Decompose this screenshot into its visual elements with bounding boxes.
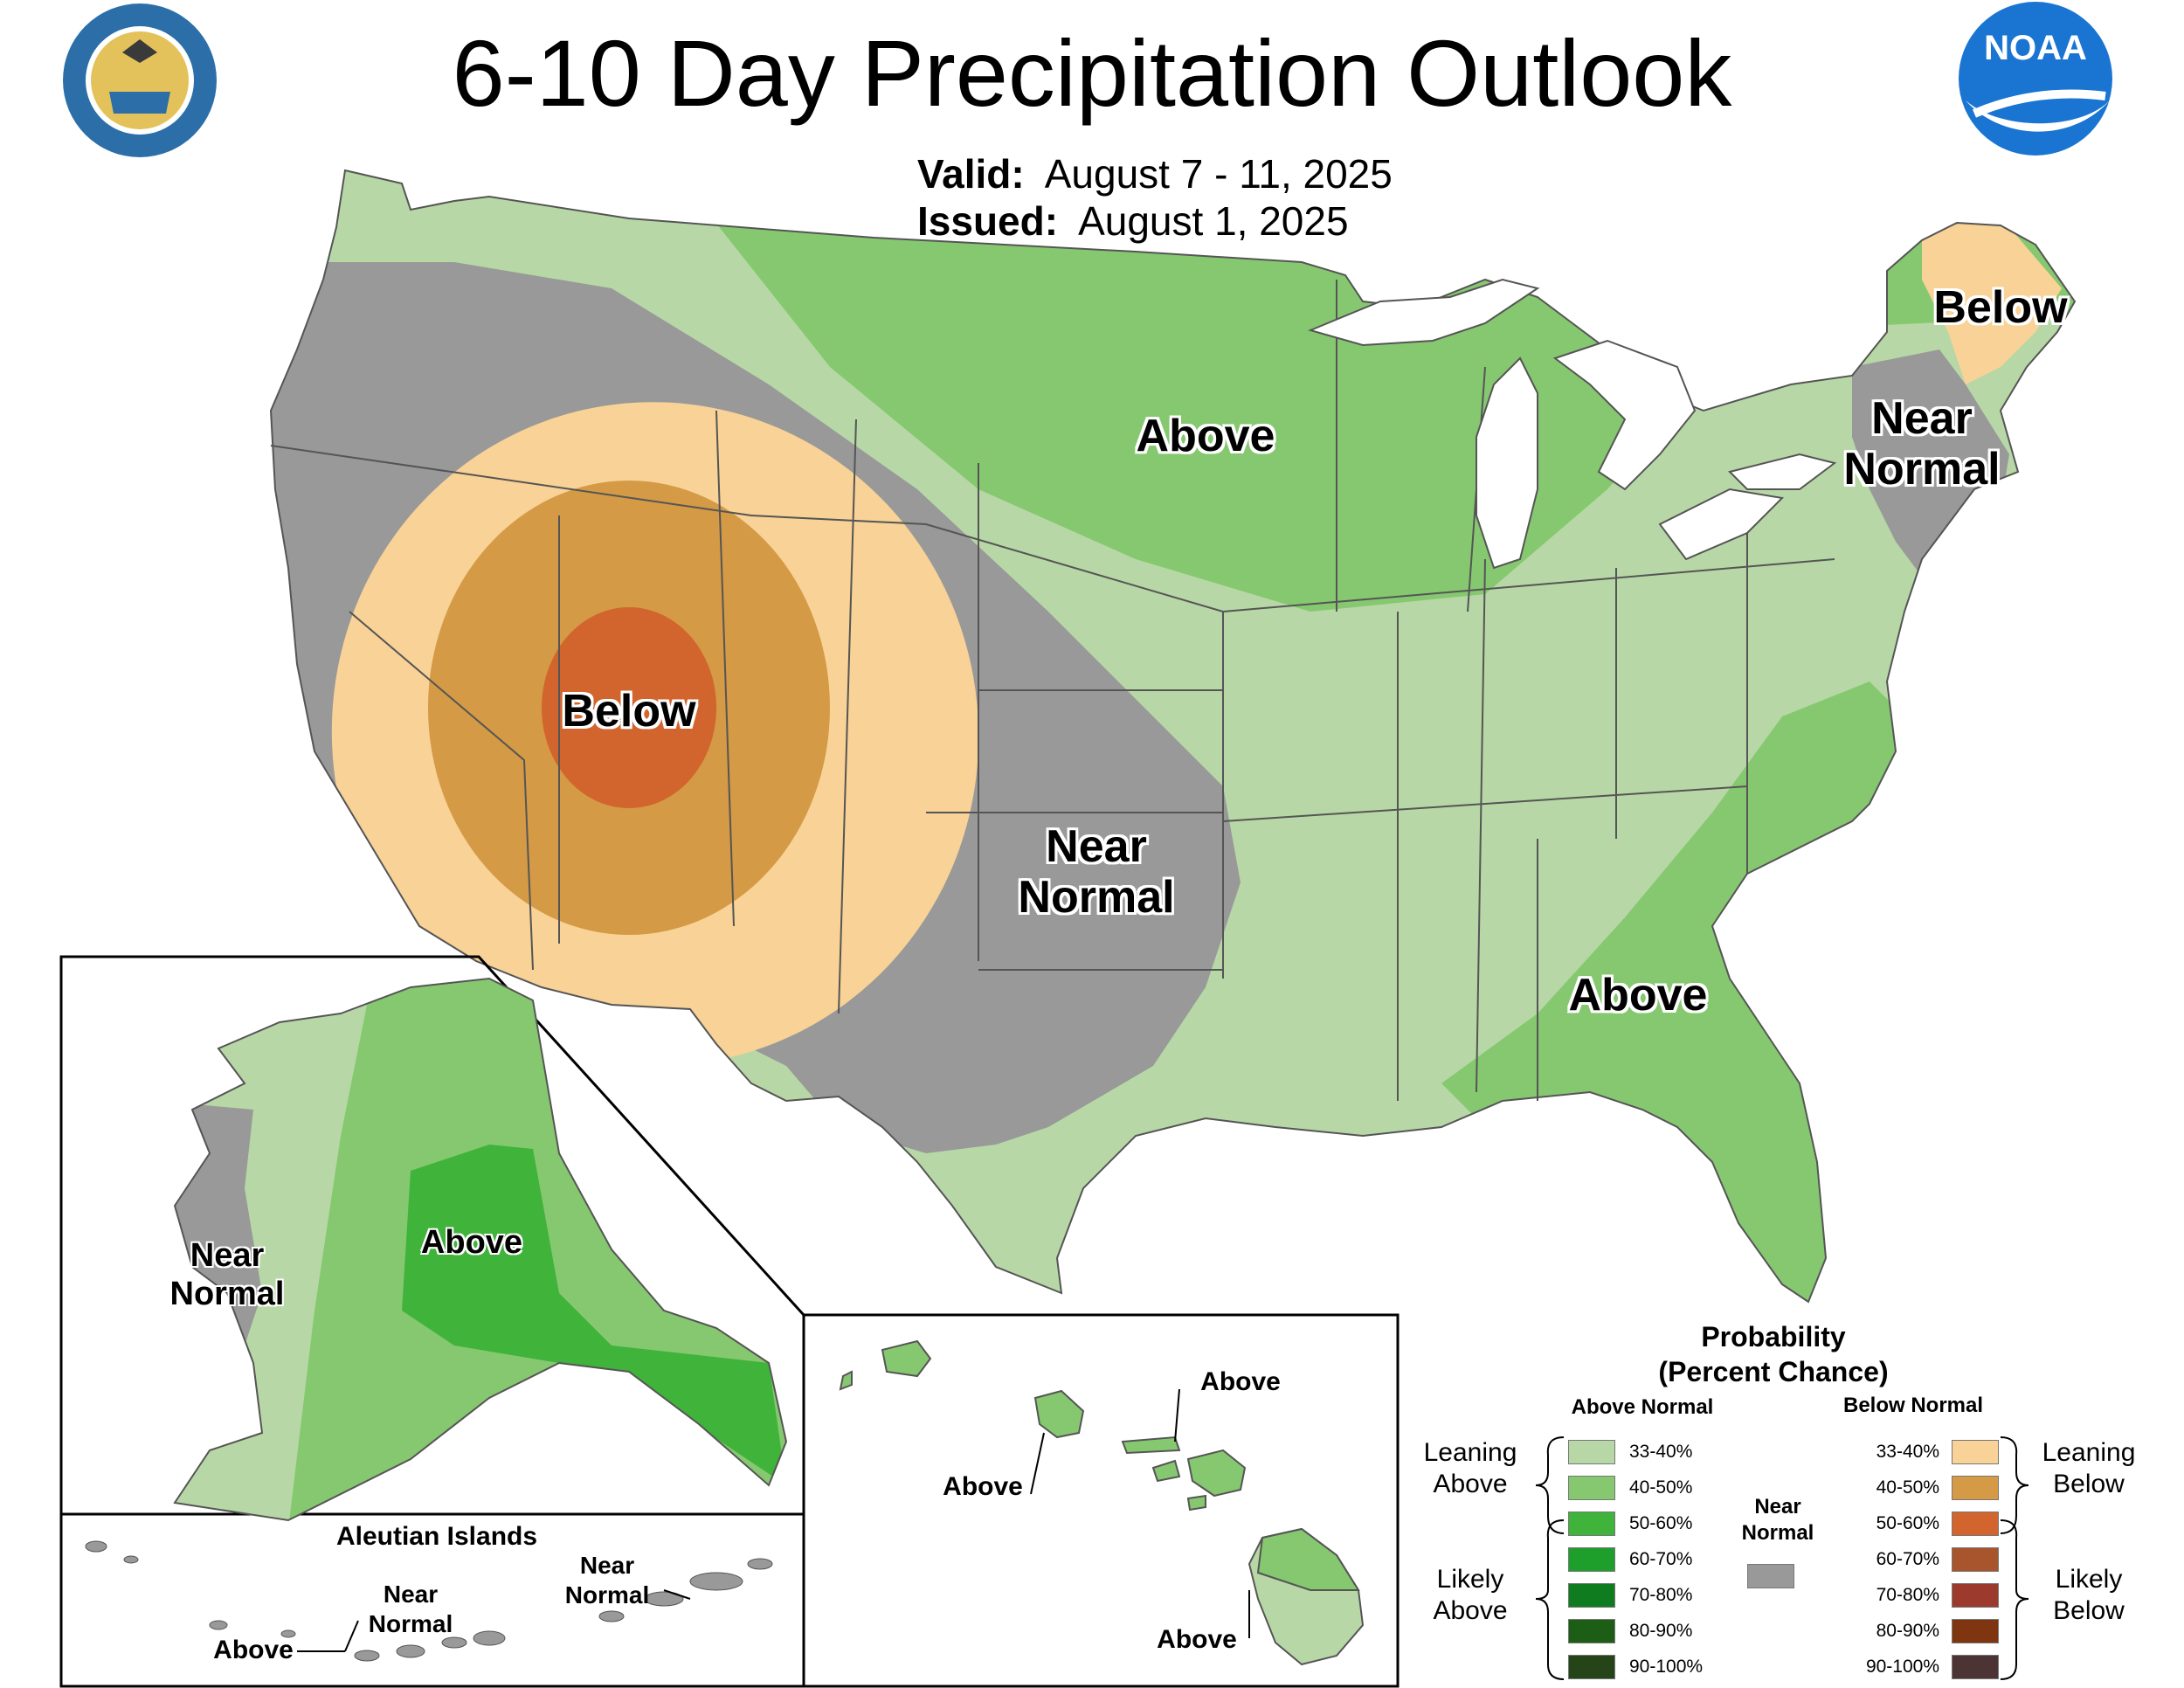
legend-swatch-below [1952,1655,1999,1679]
legend-pct-above: 80-90% [1629,1621,1693,1641]
legend-swatch-above [1568,1547,1615,1572]
region-below-maine [1922,218,2062,384]
label-hi-above-2: Above [943,1472,1023,1501]
label-aleutian-near-normal-2: Near Normal [564,1552,650,1608]
legend-pct-below: 50-60% [1876,1513,1939,1533]
legend-swatch-below [1952,1476,1999,1500]
valid-row: Valid: August 7 - 11, 2025 [917,150,1393,197]
conus-borders [269,169,2077,1304]
label-hi-above-3: Above [1157,1625,1237,1654]
ak-above-50-60 [402,1145,786,1485]
hawaii-islands [839,1339,1247,1512]
legend-pct-above: 40-50% [1629,1477,1693,1498]
legend-brackets [1535,1436,2029,1680]
legend-pct-below: 80-90% [1876,1621,1939,1641]
aleutian-islands [85,1540,773,1662]
legend-swatch-above [1568,1655,1615,1679]
label-near-normal-ne: Near Normal [1843,393,2001,495]
label-above-north: Above [1136,411,1275,461]
legend-pct-above: 50-60% [1629,1513,1693,1533]
label-near-normal-plains: Near Normal [1018,821,1175,923]
label-aleutian-above: Above [213,1636,294,1664]
legend-title: Probability (Percent Chance) [1658,1321,1889,1387]
legend-pct-below: 70-80% [1876,1585,1939,1605]
alaska-outline [173,977,788,1522]
legend-leaning-below: Leaning Below [2042,1438,2136,1498]
issued-label: Issued: [917,198,1059,244]
aleutian-pointer-2 [344,1620,359,1652]
label-ak-above: Above [420,1224,523,1261]
seal-icon [63,3,217,157]
label-below-west: Below [562,686,696,737]
label-hi-above-1: Above [1200,1367,1281,1396]
legend-likely-above: Likely Above [1433,1565,1508,1625]
valid-dates: August 7 - 11, 2025 [1044,151,1393,197]
legend-swatch-below [1952,1583,1999,1608]
svg-text:NOAA: NOAA [1984,29,2087,67]
page-title: 6-10 Day Precipitation Outlook [452,20,1732,126]
legend-swatch-above [1568,1512,1615,1536]
label-below-maine: Below [1933,282,2068,333]
legend-swatch-above [1568,1619,1615,1643]
legend-pct-below: 33-40% [1876,1442,1939,1462]
valid-label: Valid: [917,151,1025,197]
legend-below-header: Below Normal [1842,1394,1984,1417]
aleutian-pointer-3 [663,1589,691,1600]
legend-pct-below: 40-50% [1876,1477,1939,1498]
legend-swatch-above [1568,1440,1615,1464]
hawaii-pointer-2 [1174,1388,1180,1442]
legend-near-normal-label: Near Normal [1741,1495,1814,1545]
issued-row: Issued: August 1, 2025 [917,197,1349,245]
legend-pct-below: 90-100% [1865,1657,1939,1677]
region-above-southeast [1441,681,1922,1302]
legend-pct-above: 90-100% [1629,1657,1704,1677]
legend-swatch-below [1952,1619,1999,1643]
label-aleutian-near-normal-1: Near Normal [368,1581,453,1637]
issued-date: August 1, 2025 [1078,198,1349,244]
label-ak-near-normal: Near Normal [169,1237,285,1312]
conus-regions [271,170,2075,1302]
hawaii-big-island-north [1256,1527,1360,1591]
legend-swatch-below [1952,1547,1999,1572]
label-above-southeast: Above [1568,970,1708,1020]
legend-likely-below: Likely Below [2053,1565,2125,1625]
legend-pct-above: 70-80% [1629,1585,1693,1605]
legend-swatch-above [1568,1476,1615,1500]
legend-swatch-below [1952,1440,1999,1464]
aleutian-title: Aleutian Islands [335,1522,538,1551]
hawaii-pointer-1 [1030,1432,1045,1495]
legend-pct-below: 60-70% [1876,1549,1939,1569]
great-lakes [1307,278,1837,570]
legend-swatch-near-normal [1747,1564,1794,1588]
region-below-50-60 [542,607,716,808]
legend-pct-above: 33-40% [1629,1442,1693,1462]
noaa-logo-icon: NOAA [1959,2,2112,156]
legend-pct-above: 60-70% [1629,1549,1693,1569]
inset-frame [59,955,1400,1688]
legend-swatch-below [1952,1512,1999,1536]
legend-swatch-above [1568,1583,1615,1608]
legend-above-header: Above Normal [1571,1395,1714,1419]
legend-leaning-above: Leaning Above [1423,1438,1517,1498]
